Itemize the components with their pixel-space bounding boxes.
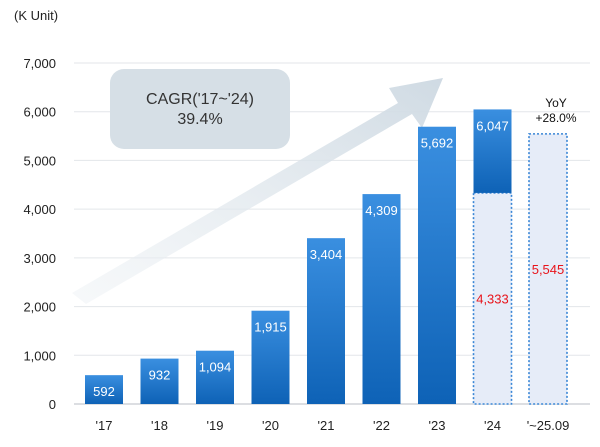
bar-value-label: 932 bbox=[149, 368, 171, 383]
cagr-box bbox=[110, 69, 290, 149]
bar-forecast bbox=[528, 133, 568, 405]
y-axis: 0 1,000 2,000 3,000 4,000 5,000 6,000 7,000 bbox=[23, 56, 56, 412]
bar-value-label: 1,915 bbox=[254, 320, 287, 335]
cagr-value: 39.4% bbox=[177, 111, 222, 128]
bar bbox=[362, 194, 401, 404]
y-tick-label: 4,000 bbox=[23, 202, 56, 217]
bar-value-label: 592 bbox=[93, 384, 115, 399]
bar-value-label: 5,692 bbox=[421, 136, 454, 151]
x-tick-label: '22 bbox=[373, 418, 390, 433]
growth-arrow-shape bbox=[72, 78, 443, 304]
y-tick-label: 6,000 bbox=[23, 105, 56, 120]
x-tick-label: '18 bbox=[151, 418, 168, 433]
bar-partial-segment bbox=[472, 192, 513, 405]
yoy-title: YoY bbox=[545, 96, 567, 110]
x-tick-label: '24 bbox=[484, 418, 501, 433]
yoy-value: +28.0% bbox=[535, 111, 576, 125]
y-tick-label: 3,000 bbox=[23, 251, 56, 266]
bar bbox=[196, 350, 234, 404]
x-tick-label: '21 bbox=[318, 418, 335, 433]
bar-value-label: 3,404 bbox=[310, 247, 343, 262]
partial-value-label: 4,333 bbox=[476, 291, 509, 306]
bar-value-label: 5,545 bbox=[532, 262, 565, 277]
x-tick-label: '~25.09 bbox=[527, 418, 570, 433]
bar bbox=[251, 310, 290, 404]
bar bbox=[418, 126, 456, 404]
x-tick-label: '17 bbox=[96, 418, 113, 433]
bar bbox=[307, 238, 345, 404]
bar-value-labels: 592 932 1,094 1,915 3,404 4,309 5,692 6,047 5,54… bbox=[93, 118, 564, 399]
x-tick-label: '20 bbox=[262, 418, 279, 433]
x-tick-label: '19 bbox=[207, 418, 224, 433]
bar-value-label: 4,309 bbox=[365, 203, 398, 218]
unit-label: (K Unit) bbox=[14, 8, 58, 23]
y-tick-label: 5,000 bbox=[23, 153, 56, 168]
bar-value-label: 1,094 bbox=[199, 360, 232, 375]
y-tick-label: 1,000 bbox=[23, 348, 56, 363]
bar-segment bbox=[473, 109, 512, 193]
y-tick-label: 2,000 bbox=[23, 300, 56, 315]
cagr-callout: CAGR('17~'24) 39.4% bbox=[110, 69, 290, 149]
y-tick-label: 7,000 bbox=[23, 56, 56, 71]
x-tick-label: '23 bbox=[429, 418, 446, 433]
y-tick-label: 0 bbox=[49, 397, 56, 412]
bar bbox=[85, 375, 123, 404]
bar-value-label: 6,047 bbox=[476, 118, 509, 133]
cagr-title: CAGR('17~'24) bbox=[146, 91, 254, 108]
bars bbox=[85, 109, 568, 405]
x-axis: '17 '18 '19 '20 '21 '22 '23 '24 '~25.09 bbox=[96, 418, 570, 433]
growth-arrow bbox=[72, 78, 443, 304]
bar bbox=[140, 358, 179, 404]
